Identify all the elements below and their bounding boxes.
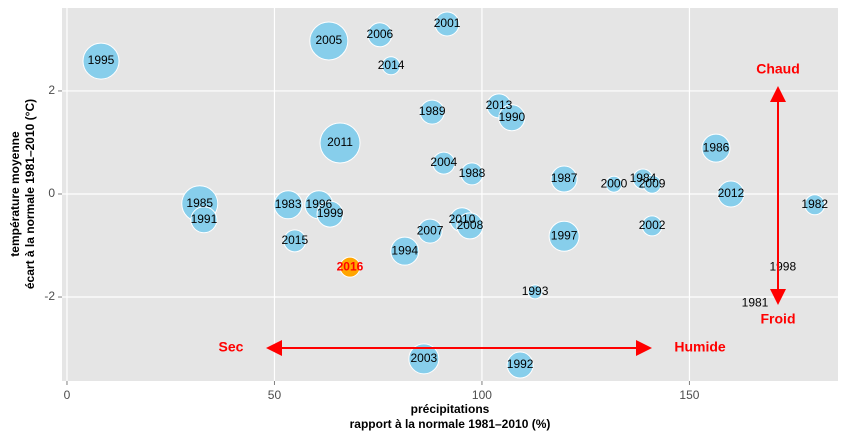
- point-label: 2011: [327, 135, 353, 149]
- bubble: [642, 174, 662, 194]
- bubble: [550, 165, 578, 193]
- point-label: 2012: [718, 186, 745, 200]
- bubble: [390, 236, 420, 266]
- point-label: 1981: [742, 295, 769, 309]
- point-label: 1988: [459, 166, 486, 180]
- bubble: [316, 200, 344, 228]
- y-tick-label: -2: [44, 289, 55, 303]
- bubble: [548, 220, 580, 252]
- bubble: [717, 180, 745, 208]
- point-label: 2015: [281, 233, 308, 247]
- bubble: [460, 162, 484, 186]
- point-label: 2005: [315, 33, 342, 47]
- bubble: [273, 190, 303, 220]
- point-label: 1992: [507, 357, 534, 371]
- point-label: 1987: [551, 171, 578, 185]
- bubble: [701, 133, 731, 163]
- bubble: [527, 284, 543, 300]
- y-axis-title: écart à la normale 1981–2010 (°C): [23, 99, 37, 289]
- bubble: [309, 21, 349, 61]
- annotation: Froid: [761, 311, 796, 327]
- point-label: 2013: [486, 98, 513, 112]
- point-label: 1991: [191, 212, 218, 226]
- point-label: 1990: [498, 110, 525, 124]
- y-tick-label: 2: [48, 83, 55, 97]
- point-label: 1997: [551, 228, 578, 242]
- point-label: 1982: [801, 197, 828, 211]
- point-label: 1993: [522, 284, 549, 298]
- y-tick-label: 0: [48, 186, 55, 200]
- point-label: 1998: [769, 259, 796, 273]
- point-label: 2001: [434, 16, 461, 30]
- bubble: [419, 99, 445, 125]
- point-label: 1994: [391, 243, 418, 257]
- point-label: 2003: [411, 351, 438, 365]
- bubble: [804, 194, 826, 216]
- annotation: Sec: [219, 339, 244, 355]
- bubble: [456, 212, 484, 240]
- x-tick-label: 0: [64, 388, 71, 402]
- bubble: [432, 151, 456, 175]
- point-label: 2006: [367, 27, 394, 41]
- bubble: [417, 218, 443, 244]
- annotation: Humide: [674, 339, 726, 355]
- x-axis-title: rapport à la normale 1981–2010 (%): [350, 417, 551, 431]
- x-axis-title: précipitations: [411, 402, 490, 416]
- point-label: 1989: [419, 104, 446, 118]
- point-label: 2002: [639, 218, 666, 232]
- point-label: 1985: [186, 196, 213, 210]
- point-label: 1999: [317, 206, 344, 220]
- point-label: 2009: [639, 176, 666, 190]
- bubble: [434, 11, 460, 37]
- bubble: [367, 22, 393, 48]
- point-label: 1986: [703, 140, 730, 154]
- point-label: 2014: [378, 58, 405, 72]
- point-label: 2007: [417, 223, 444, 237]
- point-label: 2004: [430, 155, 457, 169]
- x-tick-label: 50: [268, 388, 282, 402]
- y-axis-title: température moyenne: [8, 131, 22, 257]
- bubble: [605, 175, 623, 193]
- point-label: 2016: [337, 259, 364, 273]
- point-label: 2000: [601, 176, 628, 190]
- bubble: [283, 229, 307, 253]
- point-label: 2008: [457, 218, 484, 232]
- point-label: 1996: [306, 197, 333, 211]
- point-label: 1995: [88, 53, 115, 67]
- annotation: Chaud: [756, 61, 800, 77]
- point-label: 1984: [630, 171, 657, 185]
- point-label: 2010: [449, 212, 476, 226]
- bubble: [190, 206, 218, 234]
- point-label: 1983: [275, 197, 302, 211]
- x-tick-label: 150: [679, 388, 699, 402]
- bubble: [641, 215, 663, 237]
- bubble: [498, 104, 526, 132]
- bubble: [319, 122, 361, 164]
- bubble: [381, 56, 401, 76]
- x-tick-label: 100: [472, 388, 492, 402]
- bubble: [82, 42, 120, 80]
- bubble: [339, 256, 361, 278]
